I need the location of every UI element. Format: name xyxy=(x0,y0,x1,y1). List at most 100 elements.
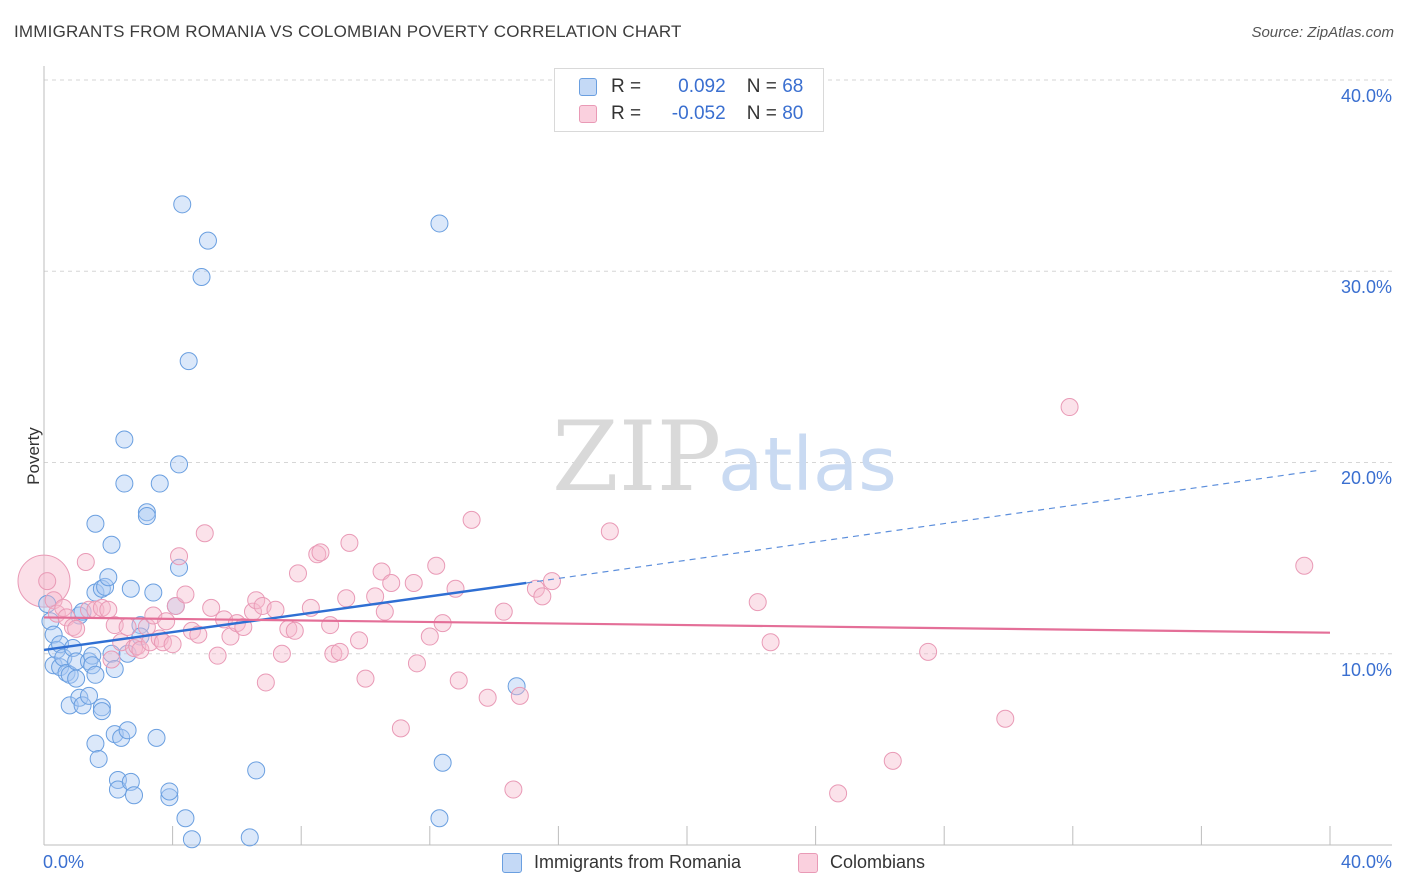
colombians-point xyxy=(202,598,221,617)
colombians-point xyxy=(118,617,137,636)
colombians-point xyxy=(996,709,1015,728)
stats-legend-row-romania: R = 0.092 N = 68 xyxy=(579,75,803,99)
n-value: 68 xyxy=(782,76,804,97)
romania-point xyxy=(112,728,131,747)
romania-point xyxy=(86,514,105,533)
colombians-point xyxy=(44,591,63,610)
series-legend: Immigrants from Romania Colombians xyxy=(0,852,1406,878)
colombians-point xyxy=(883,751,902,770)
colombians-point xyxy=(141,633,160,652)
chart-source: Source: ZipAtlas.com xyxy=(1251,24,1394,41)
colombians-point xyxy=(266,600,285,619)
romania-point xyxy=(176,809,195,828)
colombians-point xyxy=(420,627,439,646)
romania-point xyxy=(92,702,111,721)
y-tick-40: 40.0% xyxy=(1340,86,1392,106)
colombians-point xyxy=(478,688,497,707)
colombians-point xyxy=(494,602,513,621)
colombians-point xyxy=(449,671,468,690)
romania-point xyxy=(160,782,179,801)
colombians-point xyxy=(337,589,356,608)
romania-point xyxy=(144,583,163,602)
stats-legend-row-colombians: R = -0.052 N = 80 xyxy=(579,102,803,126)
romania-point xyxy=(57,663,76,682)
colombians-point xyxy=(54,598,73,617)
colombians-point xyxy=(189,625,208,644)
legend-label-romania: Immigrants from Romania xyxy=(534,852,742,872)
colombians-point xyxy=(308,545,327,564)
legend-label-colombians: Colombians xyxy=(830,852,926,872)
romania-point xyxy=(67,669,86,688)
romania-point xyxy=(173,195,192,214)
colombians-point xyxy=(125,639,144,658)
n-label: N = xyxy=(746,76,777,97)
n-label: N = xyxy=(746,103,777,124)
romania-point xyxy=(147,728,166,747)
colombians-point xyxy=(919,642,938,661)
colombians-point xyxy=(748,593,767,612)
colombians-point xyxy=(600,522,619,541)
colombians-point xyxy=(372,562,391,581)
romania-point xyxy=(150,474,169,493)
romania-point xyxy=(240,828,259,847)
y-tick-30: 30.0% xyxy=(1340,277,1392,297)
romania-point xyxy=(86,665,105,684)
colombians-point xyxy=(526,579,545,598)
romania-point xyxy=(105,660,124,679)
romania-point xyxy=(115,474,134,493)
colombians-trend-line xyxy=(43,616,1331,634)
r-label: R = xyxy=(611,76,642,97)
colombians-point xyxy=(321,616,340,635)
colombians-point xyxy=(407,654,426,673)
colombians-point xyxy=(1060,398,1079,417)
colombians-point xyxy=(67,619,86,638)
colombians-point xyxy=(92,598,111,617)
colombians-point xyxy=(462,510,481,529)
romania-point xyxy=(92,698,111,717)
colombians-point xyxy=(272,644,291,663)
romania-point xyxy=(160,788,179,807)
colombians-point xyxy=(195,524,214,543)
colombians-large-point xyxy=(17,554,71,608)
colombians-point xyxy=(391,719,410,738)
romania-point xyxy=(433,753,452,772)
stats-legend: R = 0.092 N = 68 R = -0.052 N = 80 xyxy=(554,68,824,132)
colombians-point xyxy=(324,644,343,663)
romania-point xyxy=(430,214,449,233)
colombians-point xyxy=(375,602,394,621)
legend-item-romania: Immigrants from Romania xyxy=(502,852,741,873)
watermark-zip: ZIP xyxy=(552,401,721,513)
romania-point xyxy=(137,507,156,526)
colombians-point xyxy=(330,642,349,661)
romania-trend-extension xyxy=(526,469,1321,584)
colombians-point xyxy=(542,572,561,591)
colombians-point xyxy=(761,633,780,652)
watermark-atlas: atlas xyxy=(718,422,897,508)
romania-point xyxy=(44,625,63,644)
romania-point xyxy=(60,696,79,715)
colombians-point xyxy=(288,564,307,583)
r-label: R = xyxy=(611,103,642,124)
romania-point xyxy=(92,579,111,598)
romania-trend-line xyxy=(43,581,527,652)
romania-point xyxy=(115,430,134,449)
colombians-point xyxy=(256,673,275,692)
colombians-point xyxy=(99,600,118,619)
colombians-point xyxy=(340,533,359,552)
romania-point xyxy=(247,761,266,780)
romania-point xyxy=(198,231,217,250)
romania-point xyxy=(121,579,140,598)
romania-point xyxy=(86,734,105,753)
colombians-point xyxy=(285,621,304,640)
romania-point xyxy=(83,646,102,665)
colombians-point xyxy=(311,543,330,562)
colombians-swatch xyxy=(579,105,597,123)
romania-point xyxy=(137,503,156,522)
colombians-point xyxy=(38,572,57,591)
r-value: 0.092 xyxy=(678,76,726,97)
colombians-point xyxy=(427,556,446,575)
romania-point xyxy=(125,786,144,805)
colombians-point xyxy=(504,780,523,799)
romania-point xyxy=(179,352,198,371)
